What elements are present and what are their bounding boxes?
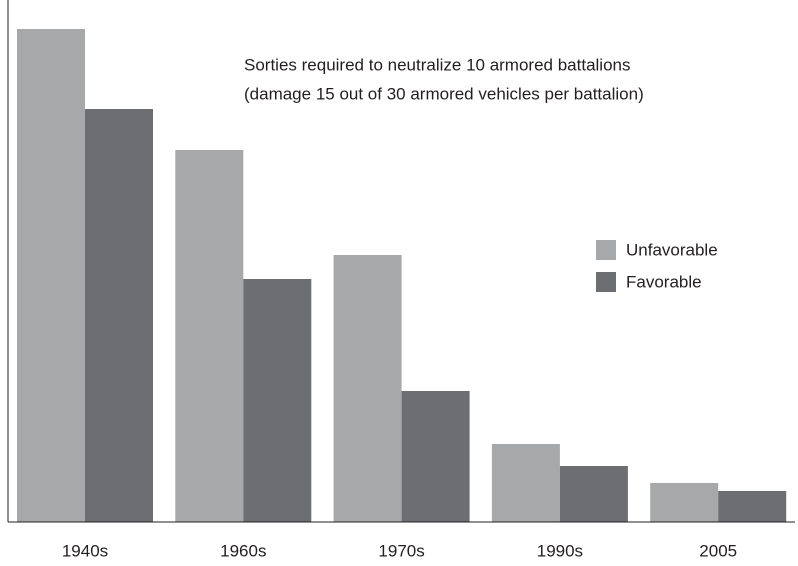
legend-label: Unfavorable xyxy=(626,240,718,259)
x-tick-label: 1940s xyxy=(62,541,108,560)
bar xyxy=(401,391,470,522)
bar xyxy=(17,29,85,522)
chart-subtitle: (damage 15 out of 30 armored vehicles pe… xyxy=(244,84,644,103)
legend-swatch xyxy=(596,240,616,260)
bar xyxy=(650,483,719,522)
x-tick-label: 1960s xyxy=(220,541,266,560)
bar xyxy=(243,279,312,522)
bar xyxy=(333,255,402,522)
bar xyxy=(718,491,787,522)
bar xyxy=(491,444,560,522)
chart-title: Sorties required to neutralize 10 armore… xyxy=(244,55,631,74)
bar xyxy=(85,109,153,522)
legend-label: Favorable xyxy=(626,272,702,291)
x-tick-label: 1990s xyxy=(537,541,583,560)
bar xyxy=(559,466,628,522)
legend-swatch xyxy=(596,272,616,292)
x-tick-label: 1970s xyxy=(378,541,424,560)
bar xyxy=(175,150,244,522)
x-tick-label: 2005 xyxy=(699,541,737,560)
